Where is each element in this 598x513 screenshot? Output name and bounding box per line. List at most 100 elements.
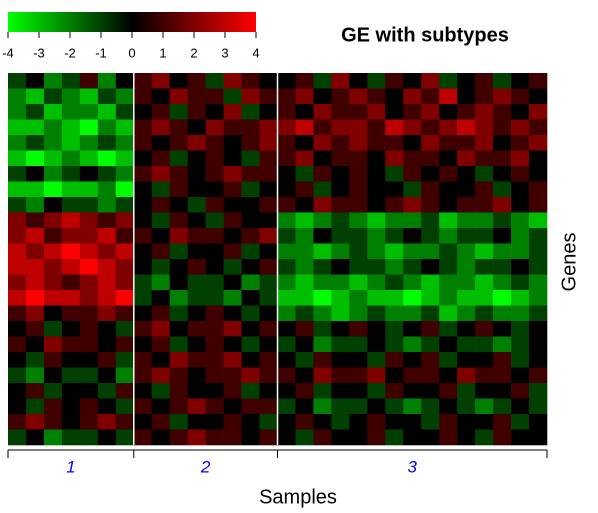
heatmap-cell [151, 383, 170, 399]
heatmap-cell [277, 352, 296, 368]
heatmap-cell [169, 414, 188, 430]
heatmap-cell [385, 197, 404, 213]
heatmap-cell [151, 135, 170, 151]
heatmap-cell [25, 414, 45, 430]
heatmap-cell [8, 243, 27, 260]
heatmap-cell [277, 119, 296, 136]
heatmap-cell [97, 104, 117, 120]
heatmap-cell [187, 274, 206, 291]
heatmap-cell [493, 197, 512, 213]
heatmap-cell [259, 259, 278, 275]
heatmap-cell [511, 228, 530, 244]
heatmap-cell [187, 166, 206, 182]
heatmap-cell [457, 181, 476, 198]
heatmap-cell [457, 150, 476, 167]
heatmap-cell [43, 119, 63, 136]
heatmap-cell [79, 104, 99, 120]
heatmap-cell [421, 414, 440, 430]
heatmap-cell [61, 259, 81, 275]
heatmap-cell [151, 414, 170, 430]
heatmap-cell [385, 228, 404, 244]
heatmap-cell [457, 135, 476, 151]
heatmap-cell [43, 166, 63, 182]
heatmap-cell [169, 336, 188, 353]
heatmap-cell [169, 398, 188, 415]
heatmap-cell [295, 243, 314, 260]
heatmap-cell [169, 352, 188, 368]
heatmap-cell [79, 336, 99, 353]
heatmap-cell [223, 228, 242, 244]
heatmap-cell [97, 336, 117, 353]
color-key-tick-label: 0 [128, 45, 135, 60]
heatmap-cell [187, 398, 206, 415]
heatmap-cell [277, 181, 296, 198]
heatmap-cell [457, 212, 476, 229]
heatmap-cell [493, 383, 512, 399]
heatmap-cell [475, 150, 494, 167]
heatmap-cell [241, 181, 260, 198]
heatmap-cell [421, 104, 440, 120]
heatmap-cell [367, 212, 386, 229]
heatmap-cell [403, 73, 422, 89]
heatmap-cell [475, 367, 494, 384]
heatmap-cell [223, 336, 242, 353]
heatmap-cell [259, 119, 278, 136]
heatmap-cell [529, 336, 548, 353]
heatmap-cell [151, 336, 170, 353]
heatmap-cell [259, 414, 278, 430]
heatmap-cell [493, 119, 512, 136]
heatmap-cell [439, 212, 458, 229]
heatmap-cell [241, 321, 260, 337]
heatmap-cell [205, 243, 224, 260]
heatmap-cell [223, 398, 242, 415]
heatmap-cell [61, 336, 81, 353]
heatmap-cell [187, 305, 206, 322]
heatmap-cell [529, 243, 548, 260]
heatmap-cell [115, 367, 135, 384]
heatmap-cell [367, 336, 386, 353]
heatmap-cell [259, 166, 278, 182]
heatmap-cell [43, 383, 63, 399]
heatmap-cell [277, 135, 296, 151]
heatmap-cell [385, 336, 404, 353]
heatmap-cell [8, 352, 27, 368]
heatmap-cell [151, 398, 170, 415]
heatmap-cell [529, 150, 548, 167]
heatmap-cell [439, 352, 458, 368]
heatmap-cell [79, 228, 99, 244]
heatmap-cell [115, 274, 135, 291]
heatmap-cell [169, 135, 188, 151]
heatmap-cell [403, 166, 422, 182]
heatmap-cell [8, 367, 27, 384]
heatmap-cell [493, 367, 512, 384]
heatmap-cell [511, 383, 530, 399]
heatmap-cell [439, 274, 458, 291]
heatmap-cell [439, 398, 458, 415]
heatmap-cell [8, 383, 27, 399]
heatmap-cell [403, 352, 422, 368]
heatmap-cell [475, 88, 494, 105]
heatmap-cell [421, 321, 440, 337]
heatmap-cell [133, 414, 153, 430]
heatmap-cell [8, 73, 27, 89]
heatmap-cell [61, 73, 81, 89]
heatmap-cell [241, 383, 260, 399]
heatmap-cell [349, 305, 368, 322]
heatmap-cell [241, 429, 260, 446]
heatmap-cell [115, 73, 135, 89]
heatmap-cell [457, 352, 476, 368]
heatmap-cell [205, 336, 224, 353]
y-axis-label: Genes [558, 233, 580, 292]
heatmap-cell [8, 166, 27, 182]
heatmap-cell [151, 290, 170, 306]
color-key [8, 12, 256, 32]
heatmap-cell [511, 150, 530, 167]
heatmap-cell [169, 305, 188, 322]
heatmap-cell [403, 135, 422, 151]
heatmap-cell [133, 274, 153, 291]
heatmap-cell [349, 150, 368, 167]
heatmap-cell [43, 135, 63, 151]
heatmap-cell [475, 259, 494, 275]
heatmap-cell [133, 181, 153, 198]
